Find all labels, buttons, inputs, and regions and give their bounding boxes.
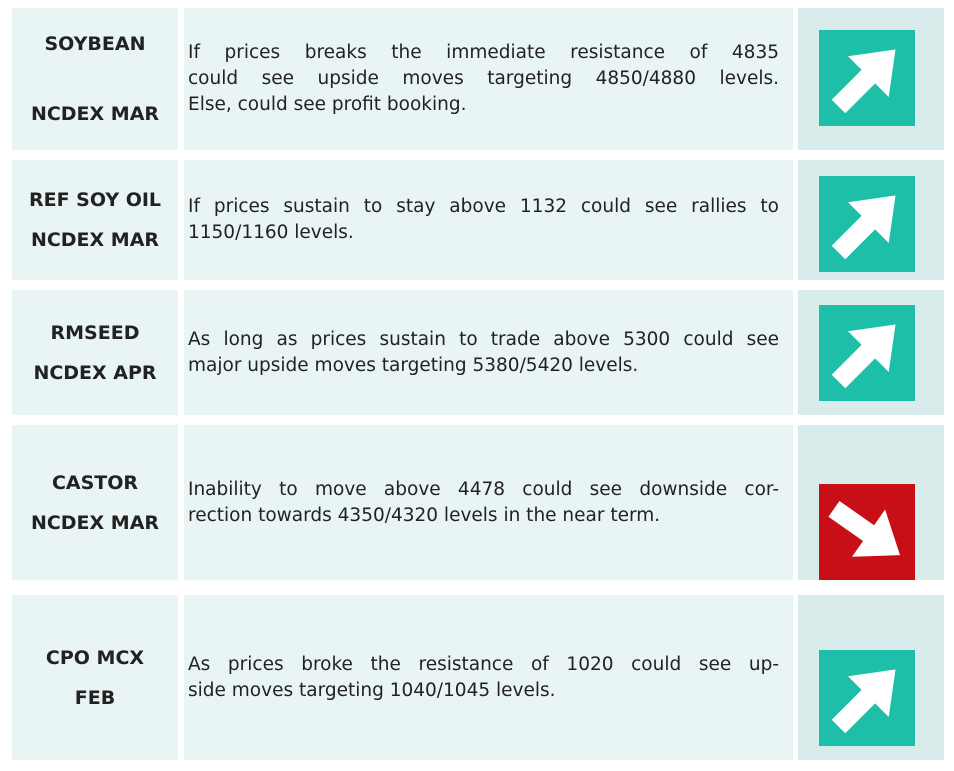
trend-icon: [819, 30, 915, 126]
commodity-name: SOYBEAN: [44, 33, 146, 55]
trend-icon: [819, 650, 915, 746]
commodity-name: NCDEX MAR: [30, 229, 160, 251]
signal-cell: [798, 290, 944, 415]
view-text: As prices broke the resistance of 1020 c…: [188, 653, 779, 675]
commodity-name: NCDEX APR: [33, 361, 157, 384]
signal-cell: [798, 160, 944, 280]
commodity-cell: RMSEED NCDEX APR: [12, 290, 178, 415]
view-text: major upside moves targeting 5380/5420 l…: [188, 354, 639, 376]
view-cell: As prices broke the resistance of 1020 c…: [184, 595, 793, 760]
trend-icon: [819, 176, 915, 272]
view-text: could see upside moves targeting 4850/48…: [188, 68, 779, 89]
commodity-name: REF SOY OIL: [28, 189, 162, 211]
view-cell: As long as prices sustain to trade above…: [184, 290, 793, 415]
trend-icon: [819, 305, 915, 401]
signal-cell: [798, 425, 944, 580]
arrow: [828, 501, 901, 557]
arrow: [831, 195, 896, 260]
view-text: If prices breaks the immediate resistanc…: [188, 42, 779, 63]
trend-icon: [819, 484, 915, 580]
commodity-cell: CASTOR NCDEX MAR: [12, 425, 178, 580]
commodity-cell: CPO MCX FEB: [12, 595, 178, 760]
arrow: [831, 49, 896, 114]
commodity-name: NCDEX MAR: [30, 511, 160, 534]
view-text: If prices sustain to stay above 1132 cou…: [188, 196, 779, 217]
commodity-name: FEB: [74, 686, 116, 709]
signal-cell: [798, 8, 944, 150]
view-cell: If prices sustain to stay above 1132 cou…: [184, 160, 793, 280]
arrow: [831, 669, 896, 734]
commodity-name: RMSEED: [50, 321, 140, 344]
commodity-cell: SOYBEAN NCDEX MAR: [12, 8, 178, 150]
view-cell: If prices breaks the immediate resistanc…: [184, 8, 793, 150]
commodity-name: CASTOR: [51, 471, 139, 494]
view-text: side moves targeting 1040/1045 levels.: [188, 679, 556, 701]
view-text: Else, could see profit booking.: [188, 94, 467, 115]
view-text: As long as prices sustain to trade above…: [188, 328, 779, 350]
view-text: Inability to move above 4478 could see d…: [188, 478, 779, 500]
view-text: rection towards 4350/4320 levels in the …: [188, 504, 661, 526]
view-text: 1150/1160 levels.: [188, 222, 354, 243]
commodity-name: NCDEX MAR: [30, 103, 160, 125]
signal-cell: [798, 595, 944, 760]
arrow: [831, 324, 896, 389]
view-cell: Inability to move above 4478 could see d…: [184, 425, 793, 580]
commodity-name: CPO MCX: [45, 646, 145, 669]
commodity-cell: REF SOY OIL NCDEX MAR: [12, 160, 178, 280]
